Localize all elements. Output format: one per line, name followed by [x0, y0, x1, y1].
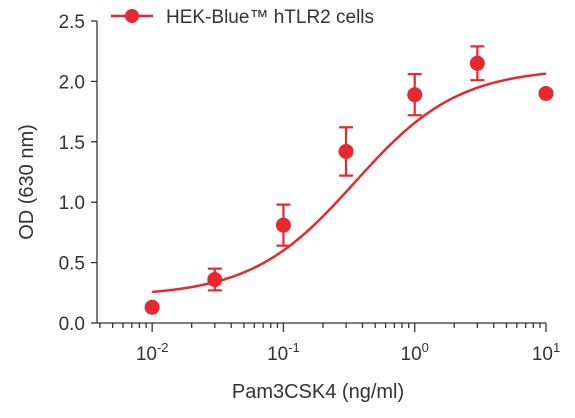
fit-curve — [152, 72, 547, 294]
x-axis: 10-2 10-1 100 101 — [97, 322, 560, 365]
y-tick-label: 2.5 — [59, 12, 85, 33]
x-tick-label: 10-1 — [267, 340, 300, 365]
legend-marker — [125, 9, 139, 23]
data-points-layer — [144, 45, 554, 315]
data-point — [338, 143, 354, 159]
y-tick-label: 1.5 — [59, 133, 85, 154]
legend: HEK-Blue™ hTLR2 cells — [111, 7, 374, 28]
legend-label: HEK-Blue™ hTLR2 cells — [166, 7, 374, 28]
data-point — [469, 55, 485, 71]
x-tick-label: 101 — [532, 340, 560, 365]
x-tick-label: 10-2 — [136, 340, 169, 365]
y-tick-label: 0.5 — [59, 254, 85, 275]
data-point — [275, 217, 291, 233]
y-tick-label: 2.0 — [59, 72, 85, 93]
x-tick-label: 100 — [401, 340, 429, 365]
y-axis-label: OD (630 nm) — [16, 124, 38, 240]
data-point — [207, 272, 223, 288]
y-axis: 0.0 0.5 1.0 1.5 2.0 2.5 — [59, 12, 98, 335]
x-axis-label: Pam3CSK4 (ng/ml) — [232, 381, 404, 403]
y-tick-label: 0.0 — [59, 314, 85, 335]
data-point — [407, 87, 423, 103]
data-point — [538, 85, 554, 101]
data-point — [144, 299, 160, 315]
fit-curve-layer — [152, 72, 547, 294]
y-tick-label: 1.0 — [59, 193, 85, 214]
